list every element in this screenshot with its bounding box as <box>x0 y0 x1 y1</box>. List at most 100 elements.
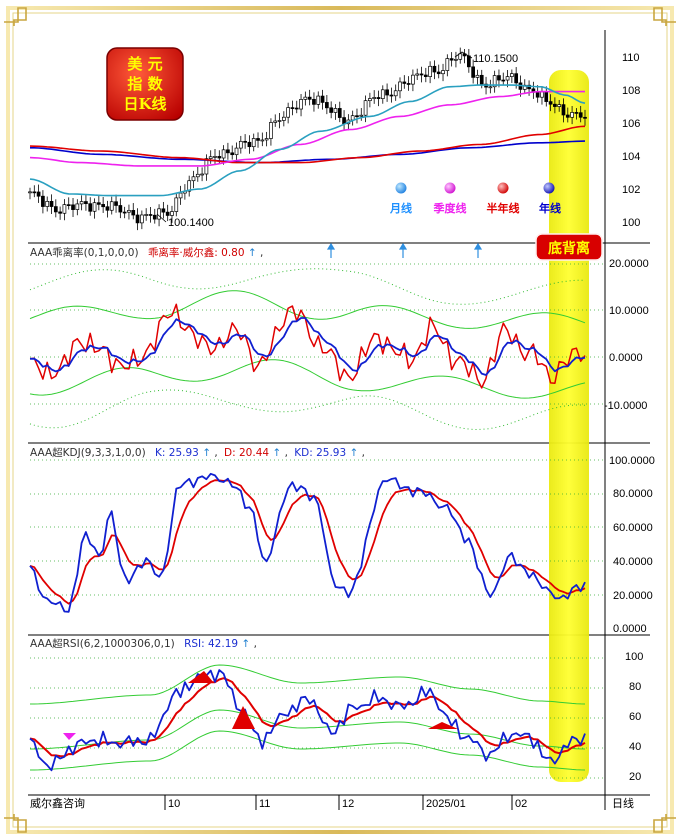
up-arrow-icon: ↑ <box>202 447 211 459</box>
rsi-y-tick: 20 <box>629 771 641 783</box>
candle-body <box>411 74 415 85</box>
candle-body <box>157 208 161 220</box>
kdj-y-ticks: 100.0000 80.0000 60.0000 40.0000 20.0000… <box>609 455 655 635</box>
candle-body <box>140 214 144 224</box>
rsi-line <box>29 669 586 772</box>
kdj-y-tick: 60.0000 <box>613 522 653 534</box>
candle-body <box>393 90 398 97</box>
candle-body <box>583 116 587 119</box>
divergence-signal-label: 底背离 <box>548 240 590 257</box>
candle-body <box>28 191 32 194</box>
candle-body <box>561 104 566 116</box>
up-arrow-icon: ↑ <box>350 447 359 459</box>
kdj-y-tick: 80.0000 <box>613 488 653 500</box>
rsi-slow-line <box>29 677 586 758</box>
x-tick: 11 <box>259 798 270 810</box>
candle-body <box>49 200 54 207</box>
high-price-label: 110.1500 <box>473 53 518 65</box>
candle-body <box>294 107 299 110</box>
candle-body <box>127 210 131 213</box>
deviation-inner-band <box>29 290 586 329</box>
rsi-y-ticks: 100 80 60 40 20 <box>625 651 643 783</box>
candle-body <box>557 104 562 107</box>
badge-line-3: 日K线 <box>123 95 166 113</box>
price-y-tick: 108 <box>622 85 640 97</box>
candle-body <box>337 108 342 118</box>
x-tick: 02 <box>515 798 527 810</box>
deviation-outer-band <box>29 389 586 430</box>
candle-body <box>458 53 463 60</box>
candle-body <box>329 107 334 113</box>
high-leader-line <box>454 51 473 59</box>
candle-body <box>299 99 303 110</box>
deviation-outer-band <box>29 268 585 305</box>
candle-body <box>449 58 454 61</box>
candle-body <box>359 114 364 117</box>
candle-body <box>423 74 428 77</box>
candle-body <box>221 149 226 159</box>
candle-body <box>217 156 222 159</box>
deviation-header: AAA乖离率(0,1,0,0,0) 乖离率·威尔鑫: 0.80 ↑ , <box>30 246 263 259</box>
deviation-signal-line <box>29 317 586 376</box>
candle-body <box>238 140 243 149</box>
price-y-tick: 106 <box>622 118 640 130</box>
price-y-tick: 100 <box>622 217 640 229</box>
kdj-kd-value: KD: 25.93 <box>294 447 346 459</box>
candle-body <box>144 214 149 216</box>
outer-frame <box>6 6 674 834</box>
candle-body <box>535 92 540 98</box>
rsi-indicator-name: AAA超RSI(6,2,1000306,0,1) <box>30 637 175 650</box>
candle-body <box>105 206 110 211</box>
candle-body <box>79 201 84 205</box>
kdj-y-tick: 0.0000 <box>613 623 647 635</box>
candle-body <box>273 120 278 123</box>
candle-body <box>505 76 510 81</box>
kdj-panel <box>29 459 603 613</box>
kdj-y-tick: 100.0000 <box>609 455 655 467</box>
price-legend: 月线 季度线 半年线 年线 <box>389 182 561 215</box>
candle-body <box>36 191 41 197</box>
candle-body <box>303 96 308 100</box>
badge-line-1: 美 元 <box>127 55 162 73</box>
title-badge: 美 元 指 数 日K线 <box>106 47 184 121</box>
candle-body <box>479 74 484 85</box>
candle-body <box>148 214 153 216</box>
quarter-ma-line <box>29 90 585 167</box>
candle-body <box>342 117 346 125</box>
rsi-y-tick: 100 <box>625 651 643 663</box>
kdj-header: AAA超KDJ(9,3,3,1,0,0) K: 25.93 ↑ , D: 20.… <box>30 446 365 459</box>
candle-body <box>75 203 80 210</box>
candle-body <box>118 205 123 213</box>
half-year-ma-line <box>29 125 586 164</box>
candle-body <box>385 89 389 96</box>
divergence-signal: 底背离 <box>535 233 603 261</box>
kdj-y-tick: 20.0000 <box>613 590 653 602</box>
deviation-indicator-name: AAA乖离率(0,1,0,0,0) <box>30 246 139 259</box>
legend-ball-icon <box>444 182 456 194</box>
candle-body <box>174 197 179 212</box>
candle-body <box>234 147 239 156</box>
candle-body <box>436 71 441 75</box>
candle-body <box>165 211 170 216</box>
up-arrow-icon: ↑ <box>241 638 250 650</box>
header-separator: , <box>285 447 288 459</box>
candle-body <box>62 204 67 214</box>
candle-body <box>191 176 196 182</box>
x-tick: 2025/01 <box>426 798 466 810</box>
candle-body <box>307 96 312 100</box>
rsi-y-tick: 80 <box>629 681 641 693</box>
deviation-panel <box>29 263 603 430</box>
source-label: 威尔鑫咨询 <box>30 796 85 810</box>
candle-body <box>208 156 213 159</box>
candle-body <box>41 195 45 207</box>
candle-body <box>152 214 157 220</box>
candle-body <box>540 91 544 98</box>
rsi-y-tick: 40 <box>629 741 641 753</box>
candle-body <box>406 83 411 85</box>
rsi-lower-band <box>30 730 586 771</box>
candle-body <box>553 103 557 107</box>
candle-body <box>213 156 217 158</box>
candle-body <box>286 107 290 118</box>
